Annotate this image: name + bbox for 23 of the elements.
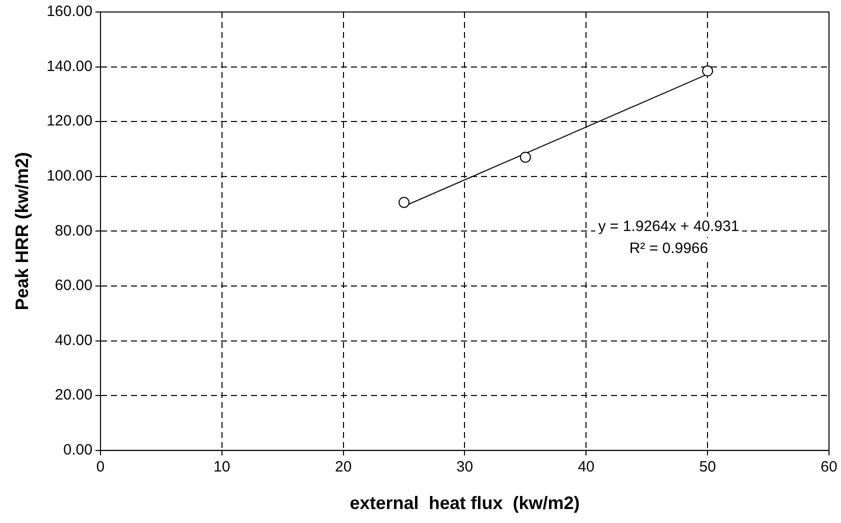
annotation: R² = 0.9966 — [629, 240, 708, 257]
point — [520, 152, 531, 163]
x-tick-label: 30 — [456, 458, 474, 476]
y-tick-label: 60.00 — [54, 277, 92, 294]
point — [702, 65, 714, 76]
x-tick-label: 40 — [578, 458, 595, 476]
x-tick-label: 50 — [699, 458, 716, 476]
x-tick-label: 60 — [820, 458, 838, 476]
y-tick-label: 20.00 — [54, 386, 92, 404]
y-tick-label: 160.00 — [46, 3, 92, 20]
point — [398, 196, 410, 208]
y-tick-label: 100.00 — [46, 168, 92, 185]
x-tick-label: 20 — [334, 458, 352, 476]
x-tick-label: 10 — [214, 458, 230, 476]
y-tick-label: 80.00 — [54, 222, 92, 240]
annotation: y = 1.9264x + 40.931 — [598, 218, 740, 235]
y-tick-label: 40.00 — [54, 332, 92, 349]
x-axis-title: external heat flux (kw/m2) — [350, 493, 580, 514]
x-tick-label: 0 — [96, 458, 105, 476]
y-tick-label: 0.00 — [63, 442, 92, 459]
y-axis-title: Peak HRR (kw/m2) — [12, 152, 32, 310]
y-tick-label: 120.00 — [46, 112, 92, 130]
y-tick-label: 140.00 — [46, 58, 92, 75]
